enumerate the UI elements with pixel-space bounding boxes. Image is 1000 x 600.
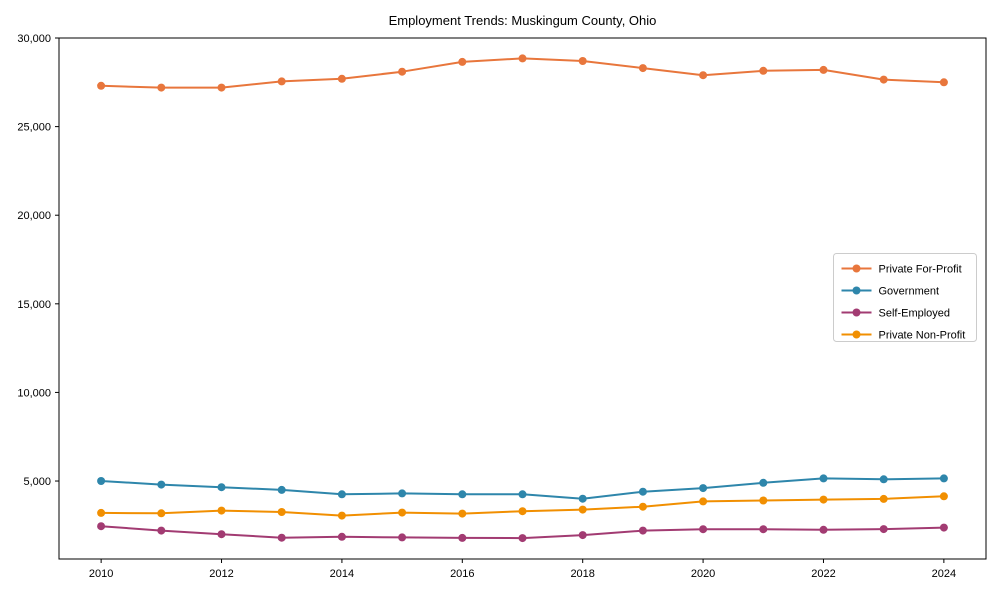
chart-title: Employment Trends: Muskingum County, Ohi…	[388, 13, 657, 28]
series-marker	[398, 533, 407, 542]
series-marker	[879, 525, 888, 534]
series-marker	[939, 474, 948, 483]
series-marker	[398, 489, 407, 498]
legend-marker	[852, 308, 861, 317]
y-tick-label: 15,000	[17, 299, 51, 311]
series-marker	[759, 66, 768, 75]
y-tick-label: 5,000	[23, 476, 51, 488]
series-marker	[157, 509, 166, 518]
legend-marker	[852, 330, 861, 339]
series-marker	[879, 75, 888, 84]
legend-label: Self-Employed	[879, 308, 951, 320]
y-tick-label: 20,000	[17, 210, 51, 222]
series-marker	[939, 78, 948, 87]
y-tick-label: 30,000	[17, 33, 51, 45]
series-marker	[819, 495, 828, 504]
series-marker	[759, 525, 768, 534]
plot-spines	[58, 37, 987, 560]
series-marker	[578, 57, 587, 65]
series-marker	[819, 525, 828, 534]
series-marker	[217, 530, 226, 539]
series-marker	[458, 533, 467, 542]
x-tick-label: 2012	[209, 568, 233, 580]
series-marker	[699, 525, 708, 534]
series-marker	[458, 509, 467, 518]
series-marker	[337, 74, 346, 83]
series-marker	[939, 523, 948, 532]
series-marker	[217, 83, 226, 92]
x-tick-label: 2016	[450, 568, 474, 580]
series-marker	[277, 508, 286, 516]
series-marker	[458, 57, 467, 66]
series-marker	[699, 484, 708, 493]
x-tick-label: 2010	[89, 568, 113, 580]
series-marker	[879, 475, 888, 484]
y-tick-label: 10,000	[17, 387, 51, 399]
x-tick-label: 2024	[932, 568, 956, 580]
series-marker	[277, 533, 286, 542]
series-marker	[638, 64, 647, 73]
series-marker	[458, 490, 467, 499]
x-tick-label: 2022	[811, 568, 835, 580]
x-tick-label: 2020	[691, 568, 715, 580]
legend-box	[833, 253, 977, 342]
series-marker	[157, 526, 166, 535]
series-marker	[97, 508, 106, 517]
series-marker	[819, 65, 828, 74]
series-marker	[578, 531, 587, 540]
series-marker	[518, 507, 527, 516]
series-marker	[578, 494, 587, 503]
series-marker	[759, 496, 768, 505]
series-marker	[398, 508, 407, 517]
series-marker	[518, 54, 527, 63]
series-marker	[939, 492, 948, 501]
x-tick-label: 2014	[330, 568, 354, 580]
series-line	[101, 57, 944, 89]
series-marker	[97, 477, 106, 485]
series-marker	[97, 81, 106, 90]
series-marker	[398, 67, 407, 76]
legend-marker	[852, 264, 861, 273]
series-marker	[759, 478, 768, 487]
series-marker	[337, 511, 346, 520]
series-marker	[217, 483, 226, 492]
series-marker	[699, 71, 708, 80]
series-marker	[277, 77, 286, 86]
series-marker	[638, 502, 647, 511]
x-tick-label: 2018	[570, 568, 594, 580]
series-marker	[217, 506, 226, 515]
series-marker	[518, 534, 527, 543]
legend-marker	[852, 286, 861, 295]
series-marker	[337, 490, 346, 499]
series-marker	[578, 505, 587, 514]
series-marker	[638, 487, 647, 496]
series-marker	[337, 532, 346, 541]
series-marker	[819, 474, 828, 483]
series-marker	[157, 480, 166, 489]
series-marker	[879, 494, 888, 503]
legend-label: Government	[879, 286, 940, 298]
legend-label: Private Non-Profit	[879, 330, 966, 342]
y-tick-label: 25,000	[17, 122, 51, 134]
series-marker	[518, 490, 527, 499]
series-marker	[277, 485, 286, 494]
legend-label: Private For-Profit	[879, 264, 962, 276]
series-marker	[638, 526, 647, 535]
series-marker	[97, 522, 106, 531]
series-marker	[157, 83, 166, 92]
series-marker	[699, 497, 708, 506]
